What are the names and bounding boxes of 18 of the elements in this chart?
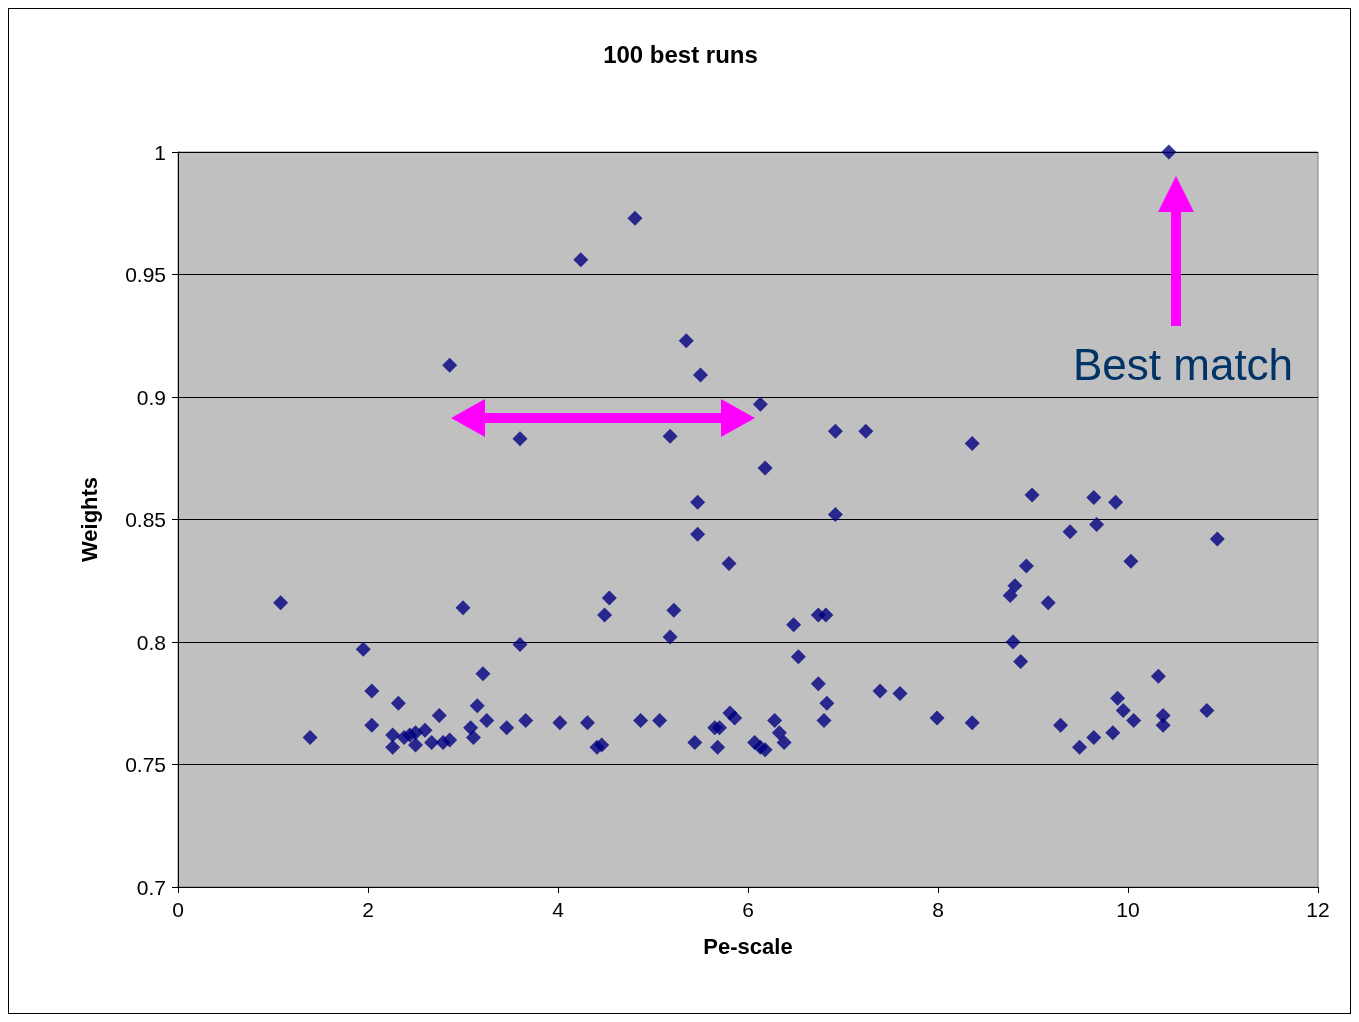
- y-tick-label: 0.95: [125, 263, 166, 286]
- x-axis-title: Pe-scale: [703, 933, 793, 959]
- y-tick-label: 0.8: [136, 630, 166, 654]
- x-tick-label: 4: [552, 898, 565, 921]
- y-tick-label: 0.75: [125, 753, 166, 776]
- y-axis-title: Weights: [76, 476, 102, 563]
- y-tick-label: 0.9: [136, 385, 166, 409]
- x-tick-label: 6: [742, 898, 754, 921]
- x-tick-label: 12: [1306, 898, 1330, 921]
- y-tick-label: 1: [154, 140, 166, 164]
- x-tick-label: 0: [172, 898, 184, 921]
- x-tick-label: 2: [362, 898, 374, 921]
- y-tick-label: 0.85: [125, 508, 166, 531]
- annotation: Best match: [1073, 340, 1294, 390]
- x-tick-label: 8: [932, 898, 944, 921]
- chart-title: 100 best runs: [603, 40, 758, 68]
- y-tick-label: 0.7: [136, 875, 166, 899]
- x-tick-label: 10: [1116, 898, 1140, 921]
